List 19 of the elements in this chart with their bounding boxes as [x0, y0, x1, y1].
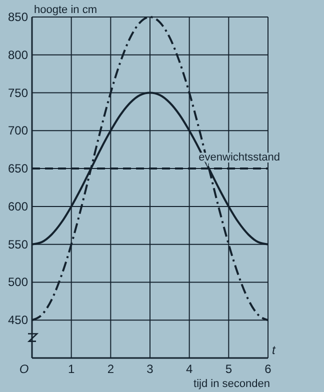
- y-tick-label: 500: [8, 275, 28, 290]
- x-tick-label: O: [19, 362, 29, 376]
- y-tick-label: 850: [8, 10, 28, 24]
- y-axis-title: hoogte in cm: [34, 4, 97, 16]
- x-tick-label: 5: [225, 362, 232, 376]
- y-tick-label: 700: [8, 124, 28, 138]
- x-tick-label: 3: [146, 362, 154, 376]
- x-tick-label: 4: [186, 362, 193, 376]
- x-tick-label: 6: [264, 362, 272, 376]
- x-tick-label: 2: [107, 362, 114, 376]
- y-tick-label: 800: [8, 48, 28, 62]
- x-axis-title: tijd in seconden: [194, 378, 270, 390]
- y-tick-label: 650: [8, 162, 28, 176]
- y-tick-label: 550: [8, 237, 28, 252]
- y-tick-label: 450: [8, 313, 28, 328]
- y-tick-label: 600: [8, 199, 28, 214]
- x-tick-label: 1: [68, 362, 75, 376]
- y-tick-label: 750: [8, 86, 28, 100]
- text: t: [272, 343, 276, 357]
